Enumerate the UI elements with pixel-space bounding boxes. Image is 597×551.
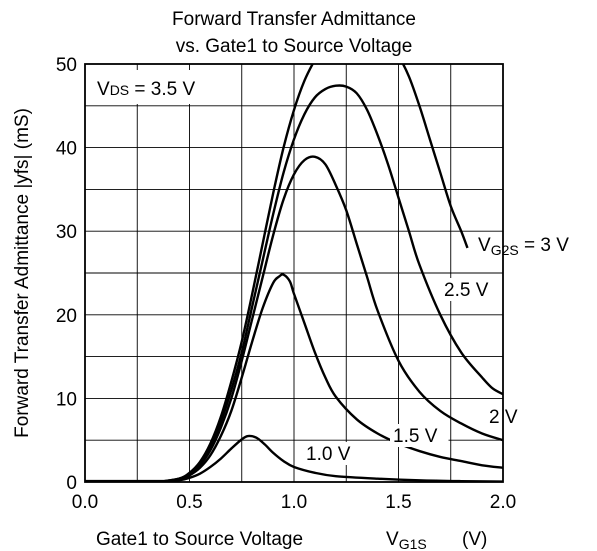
series-label-bg: [303, 442, 362, 465]
series-label-0: 1.0 V: [306, 444, 351, 465]
series-label-symbol-sub: G2S: [491, 242, 519, 258]
y-tick-label: 10: [56, 389, 77, 410]
x-tick-label: 1.0: [281, 492, 307, 513]
series-label-2: 2 V: [489, 407, 518, 428]
y-tick-label: 40: [56, 139, 77, 160]
y-tick-labels: 0 10 20 30 40 50: [56, 55, 77, 494]
condition-label: VDS = 3.5 V: [97, 79, 195, 100]
x-axis-unit: (V): [462, 529, 487, 550]
chart-title-line1: Forward Transfer Admittance: [172, 9, 416, 30]
y-tick-label: 20: [56, 306, 77, 327]
series-curve-3: [157, 84, 503, 482]
condition-value: = 3.5 V: [129, 79, 195, 100]
series-label-bg: [390, 424, 449, 447]
series-curve-0: [158, 434, 503, 482]
x-axis-label-text: Gate1 to Source Voltage: [96, 529, 303, 550]
x-tick-label: 1.5: [385, 492, 411, 513]
series-label-1: 1.5 V: [393, 426, 438, 447]
y-axis-label: Forward Transfer Admittance |yfs| (mS): [12, 108, 33, 438]
grid-lines: [85, 64, 503, 482]
series-label-symbol: V: [478, 235, 491, 256]
y-tick-label: 0: [66, 473, 77, 494]
y-tick-label: 30: [56, 222, 77, 243]
x-axis-symbol-sub: G1S: [399, 536, 427, 551]
condition-symbol: V: [97, 79, 110, 100]
y-tick-label: 50: [56, 55, 77, 76]
x-axis-label: Gate1 to Source Voltage VG1S (V): [96, 529, 487, 551]
condition-box-bg: [91, 70, 239, 104]
series-curve-1: [158, 273, 503, 482]
series-curve-4: [157, 64, 469, 482]
x-tick-label: 0.0: [72, 492, 98, 513]
plot-frame: [84, 63, 504, 483]
series-labels: 1.0 V 1.5 V 2 V 2.5 V VG2S = 3 V: [303, 235, 569, 465]
series-label-bg: [441, 278, 500, 301]
condition-symbol-sub: DS: [110, 82, 129, 98]
series-label-value: = 3 V: [519, 235, 569, 256]
condition-box: VDS = 3.5 V: [91, 70, 239, 104]
x-tick-labels: 0.0 0.5 1.0 1.5 2.0: [72, 492, 516, 513]
x-tick-label: 2.0: [490, 492, 516, 513]
series-curves: [85, 64, 503, 482]
x-tick-label: 0.5: [176, 492, 202, 513]
series-label-4: VG2S = 3 V: [478, 235, 569, 258]
chart-title-line2: vs. Gate1 to Source Voltage: [176, 36, 413, 57]
x-axis-symbol: V: [386, 529, 399, 550]
series-curve-2: [158, 155, 503, 482]
series-label-3: 2.5 V: [444, 280, 489, 301]
